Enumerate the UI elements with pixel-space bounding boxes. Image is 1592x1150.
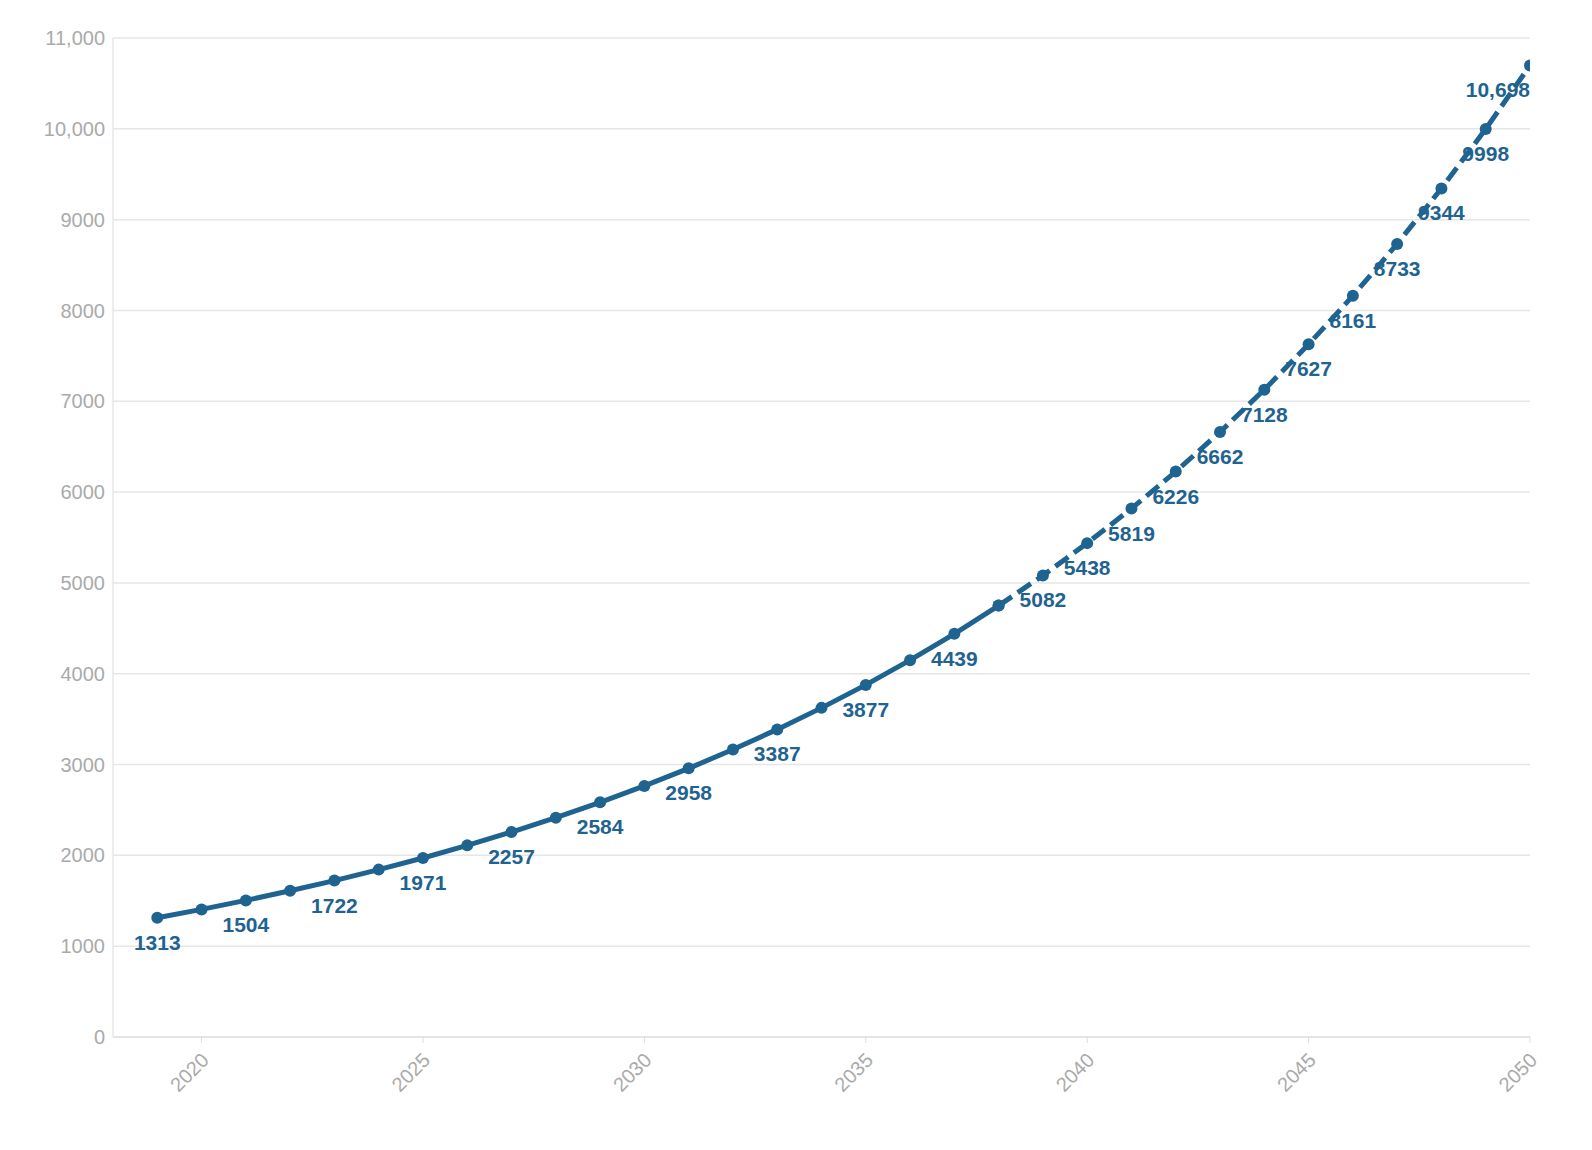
svg-text:7128: 7128 (1241, 403, 1288, 426)
svg-text:7000: 7000 (61, 390, 106, 412)
svg-text:6000: 6000 (61, 481, 106, 503)
svg-text:1504: 1504 (222, 913, 269, 936)
svg-text:10,000: 10,000 (44, 118, 105, 140)
svg-text:2025: 2025 (387, 1049, 434, 1096)
svg-text:2257: 2257 (488, 845, 535, 868)
svg-text:10,698: 10,698 (1466, 78, 1530, 101)
svg-text:4439: 4439 (931, 647, 978, 670)
svg-text:9998: 9998 (1462, 142, 1509, 165)
svg-text:2000: 2000 (61, 844, 106, 866)
svg-text:8733: 8733 (1374, 257, 1421, 280)
svg-text:3877: 3877 (842, 698, 889, 721)
svg-text:1313: 1313 (134, 931, 181, 954)
svg-text:2050: 2050 (1494, 1049, 1541, 1096)
svg-text:6662: 6662 (1197, 445, 1244, 468)
svg-text:1000: 1000 (61, 935, 106, 957)
svg-text:2045: 2045 (1273, 1049, 1320, 1096)
svg-text:9000: 9000 (61, 209, 106, 231)
svg-text:3387: 3387 (754, 742, 801, 765)
svg-text:9344: 9344 (1418, 201, 1465, 224)
svg-text:2020: 2020 (166, 1049, 213, 1096)
svg-text:8000: 8000 (61, 300, 106, 322)
svg-text:5082: 5082 (1020, 588, 1067, 611)
svg-text:4000: 4000 (61, 663, 106, 685)
svg-text:1722: 1722 (311, 894, 358, 917)
svg-text:2958: 2958 (665, 781, 712, 804)
svg-text:5000: 5000 (61, 572, 106, 594)
svg-text:8161: 8161 (1330, 309, 1377, 332)
svg-text:5438: 5438 (1064, 556, 1111, 579)
svg-text:0: 0 (94, 1026, 105, 1048)
svg-text:2584: 2584 (577, 815, 624, 838)
svg-text:2035: 2035 (830, 1049, 877, 1096)
svg-text:7627: 7627 (1285, 357, 1332, 380)
svg-text:2030: 2030 (609, 1049, 656, 1096)
svg-text:5819: 5819 (1108, 522, 1155, 545)
svg-text:6226: 6226 (1152, 485, 1199, 508)
svg-text:1971: 1971 (400, 871, 447, 894)
svg-text:11,000: 11,000 (45, 27, 105, 49)
svg-text:2040: 2040 (1051, 1049, 1098, 1096)
svg-text:3000: 3000 (61, 754, 106, 776)
